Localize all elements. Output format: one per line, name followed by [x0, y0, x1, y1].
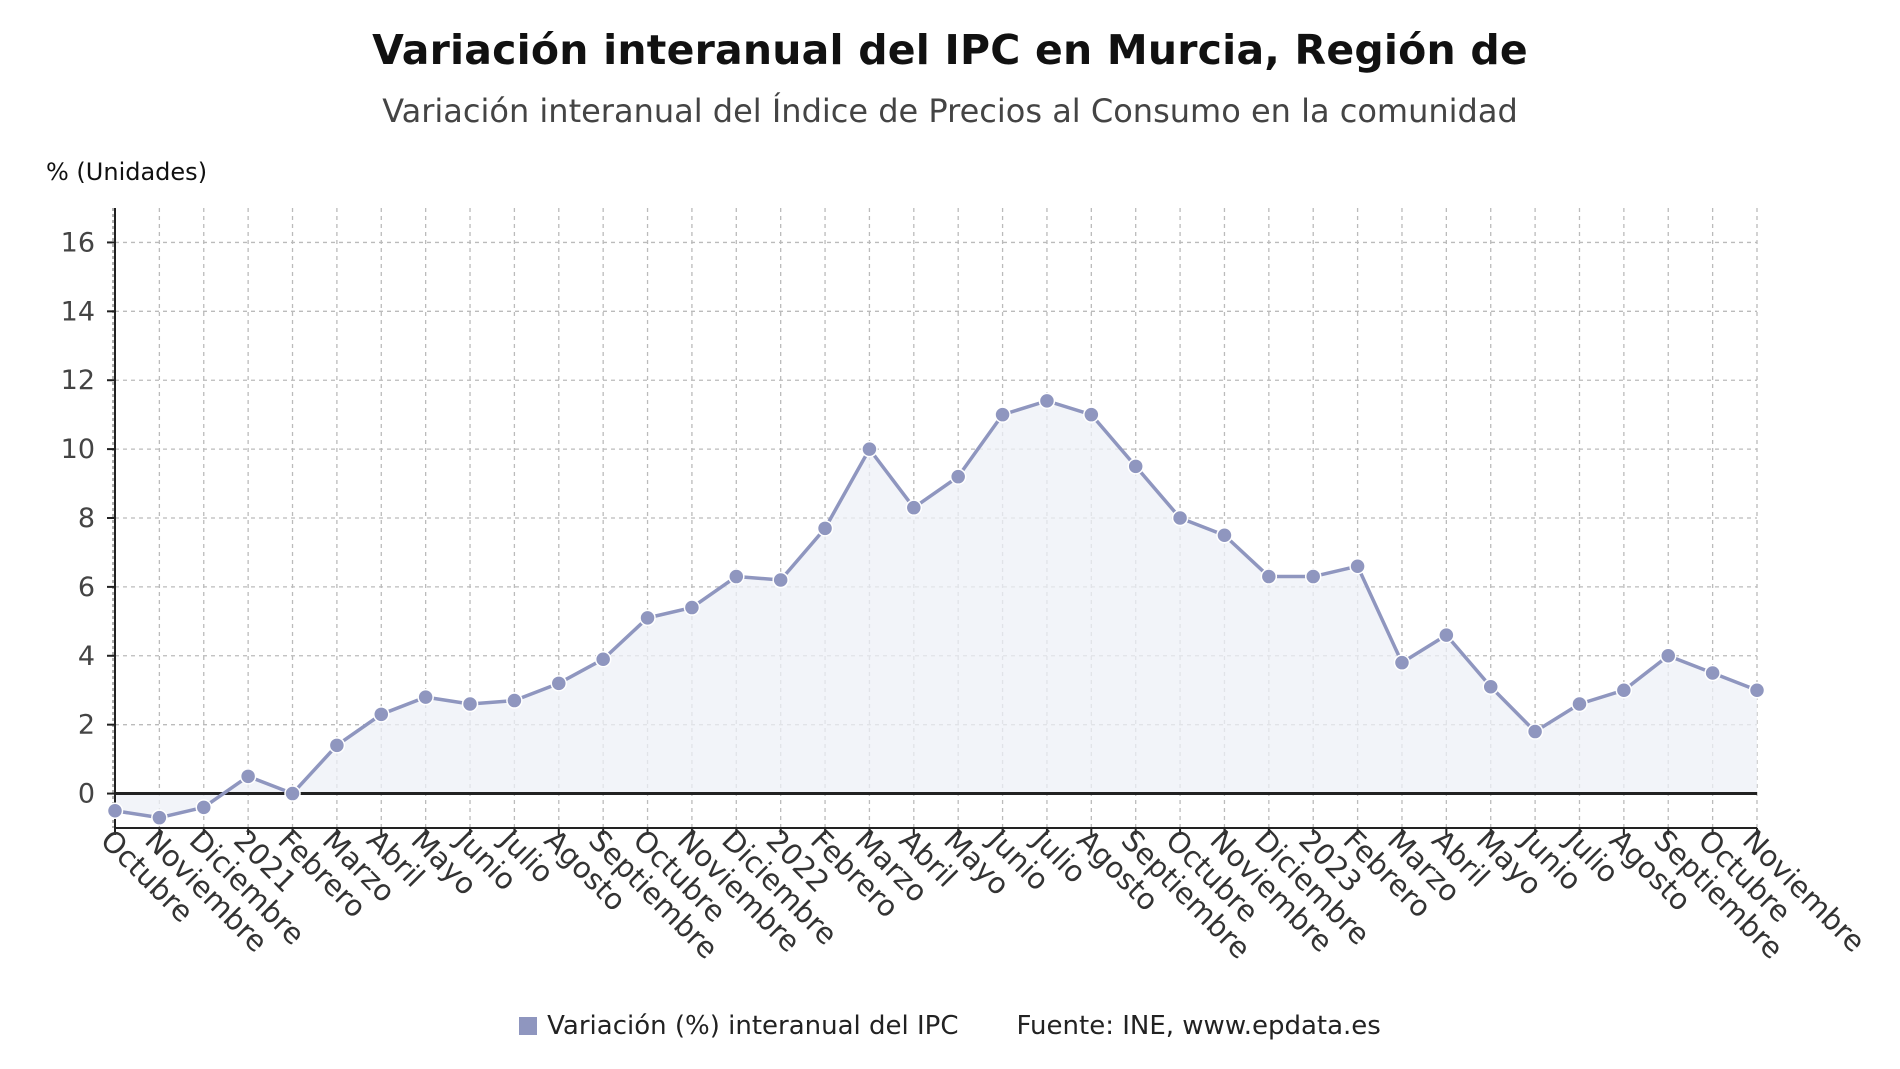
data-point: [1260, 568, 1278, 585]
y-tick-label: 14: [61, 296, 95, 327]
data-point: [728, 568, 745, 585]
data-point: [816, 520, 834, 537]
y-tick-label: 10: [61, 434, 95, 465]
data-point: [1748, 681, 1766, 699]
y-tick-label: 16: [61, 227, 95, 258]
data-point: [506, 692, 523, 709]
chart-title: Variación interanual del IPC en Murcia, …: [372, 26, 1528, 74]
chart-subtitle: Variación interanual del Índice de Preci…: [382, 92, 1518, 130]
data-point: [1038, 392, 1056, 410]
data-point: [1438, 626, 1455, 644]
data-point: [284, 785, 301, 802]
y-tick-label: 4: [78, 641, 95, 672]
data-point: [239, 768, 257, 785]
y-tick-label: 2: [78, 710, 95, 741]
data-point: [1171, 509, 1189, 527]
data-point: [772, 571, 789, 589]
legend-series-label: Variación (%) interanual del IPC: [547, 1011, 959, 1041]
data-point: [461, 695, 479, 713]
data-point: [1482, 678, 1499, 696]
data-point: [949, 468, 967, 485]
data-point: [328, 737, 346, 754]
y-axis-ticks: 0 2 4 6 8 10 12 14 16: [61, 227, 95, 809]
data-point: [195, 799, 213, 816]
y-tick-label: 8: [78, 503, 95, 534]
data-point: [594, 650, 612, 668]
data-point: [106, 802, 124, 820]
data-point: [151, 809, 168, 826]
series-area: [115, 400, 1757, 818]
line-chart: 0 2 4 6 8 10 12 14 16 OctubreNoviembreDiciembre2…: [61, 208, 1872, 966]
source-credit: Fuente: INE, www.epdata.es: [1016, 1011, 1381, 1041]
data-point: [1127, 458, 1144, 475]
y-axis-unit-label: % (Unidades): [46, 158, 208, 186]
data-point: [1526, 723, 1544, 740]
data-point: [1615, 681, 1633, 699]
data-point: [1659, 647, 1677, 665]
data-point: [550, 675, 568, 692]
data-point: [683, 599, 701, 616]
data-point: [861, 440, 878, 458]
chart-series: [106, 392, 1766, 826]
y-tick-label: 0: [78, 779, 95, 810]
x-axis-ticks: OctubreNoviembreDiciembre2021FebreroMarz…: [94, 821, 1872, 965]
y-tick-label: 12: [61, 365, 95, 396]
data-point: [1571, 695, 1588, 713]
data-point: [994, 406, 1011, 423]
data-point: [1083, 406, 1100, 423]
data-point: [1393, 654, 1411, 671]
data-point: [639, 609, 656, 627]
legend-swatch: [519, 1017, 538, 1035]
data-point: [905, 499, 923, 516]
legend: Variación (%) interanual del IPC Fuente:…: [0, 1011, 1900, 1041]
chart-axes: [107, 208, 1758, 835]
data-point: [1704, 664, 1721, 682]
chart-grid: [114, 208, 1758, 828]
y-tick-label: 6: [78, 572, 95, 603]
chart-area-fill: [115, 400, 1757, 818]
data-point: [417, 688, 434, 706]
data-point: [1349, 557, 1366, 575]
data-point: [373, 706, 390, 723]
data-point: [1304, 568, 1322, 585]
data-point: [1216, 526, 1233, 544]
